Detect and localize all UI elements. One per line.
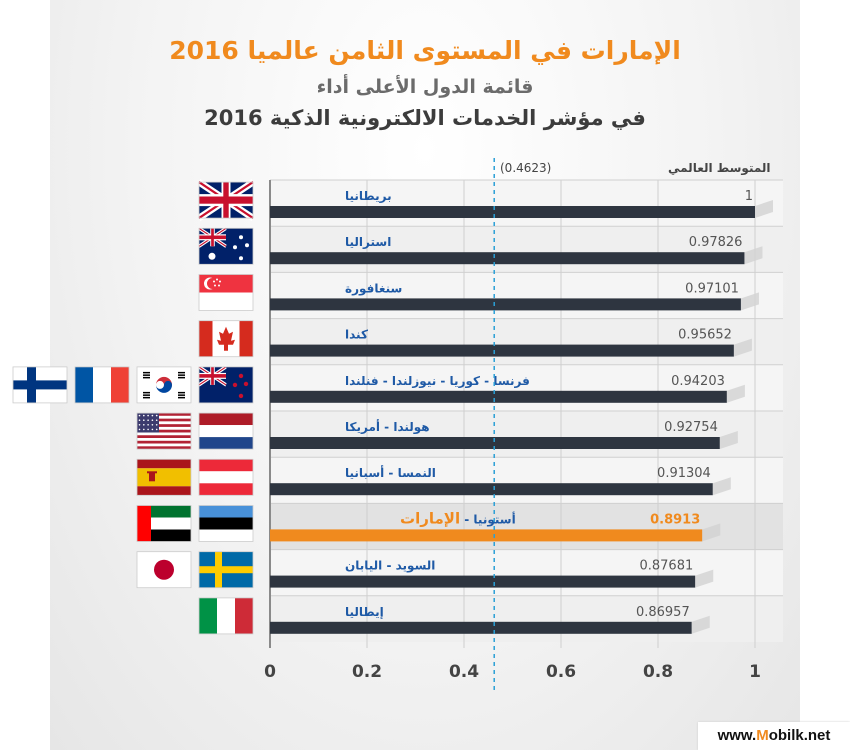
bar xyxy=(270,344,734,357)
x-tick-label: 0.8 xyxy=(643,662,673,682)
australia-flag-icon xyxy=(198,226,254,265)
category-label: استراليا xyxy=(345,235,391,249)
category-label: بريطانيا xyxy=(345,189,392,203)
south-korea-flag-icon xyxy=(136,366,192,404)
bar xyxy=(270,529,703,542)
row-band xyxy=(270,318,783,365)
estonia-flag-icon xyxy=(198,505,254,542)
canada-flag-icon xyxy=(198,320,254,358)
spain-flag-icon xyxy=(136,458,192,496)
bar xyxy=(270,575,696,588)
main-title: الإمارات في المستوى الثامن عالميا 2016 xyxy=(169,36,681,65)
row-band xyxy=(270,226,783,273)
japan-flag-icon xyxy=(136,551,192,589)
row-band xyxy=(270,503,783,550)
bar-value-label: 0.94203 xyxy=(671,374,725,389)
bar xyxy=(270,390,727,403)
usa-flag-icon xyxy=(136,412,192,450)
uae-flag-icon xyxy=(136,505,192,542)
bar xyxy=(270,298,741,311)
bar-shadow xyxy=(691,615,710,634)
x-tick-label: 0.4 xyxy=(449,662,479,682)
row-band xyxy=(270,180,783,227)
bar xyxy=(270,621,692,634)
bar xyxy=(270,252,745,265)
x-tick-label: 1 xyxy=(749,662,761,682)
subtitle-bottom: في مؤشر الخدمات الالكترونية الذكية 2016 xyxy=(204,106,646,130)
row-band xyxy=(270,364,783,411)
bar-value-label: 0.8913 xyxy=(650,512,700,527)
bar-shadow xyxy=(712,477,731,496)
x-tick-label: 0.6 xyxy=(546,662,576,682)
watermark: www.Mobilk.net xyxy=(698,722,850,750)
category-label: فرنسا - كوريا - نيوزلندا - فنلندا xyxy=(345,374,530,389)
subtitle-top: قائمة الدول الأعلى أداء xyxy=(316,76,534,98)
bar-value-label: 0.86957 xyxy=(636,605,690,620)
bar xyxy=(270,206,755,218)
x-tick-label: 0 xyxy=(264,662,276,682)
row-band xyxy=(270,272,783,319)
italy-flag-icon xyxy=(198,597,254,635)
bar xyxy=(270,483,713,496)
category-label: هولندا - أمريكا xyxy=(345,419,430,435)
bar-shadow xyxy=(702,523,721,542)
row-band xyxy=(270,411,783,458)
bar-value-label: 0.91304 xyxy=(657,466,711,481)
bar-value-label: 1 xyxy=(745,189,753,204)
new-zealand-flag-icon xyxy=(198,365,254,404)
category-label: سنغافورة xyxy=(345,281,402,296)
bar-shadow xyxy=(695,569,714,588)
average-value-label: (0.4623) xyxy=(500,161,551,175)
category-label: السويد - اليابان xyxy=(345,559,435,574)
singapore-flag-icon xyxy=(198,274,254,311)
category-label: أستونيا - الإمارات xyxy=(400,509,516,527)
bar-shadow xyxy=(733,338,752,357)
bar-shadow xyxy=(740,292,759,311)
uk-flag-icon xyxy=(197,178,255,222)
bar-shadow xyxy=(744,246,763,265)
row-band xyxy=(270,457,783,504)
average-label: المتوسط العالمي xyxy=(668,161,771,176)
netherlands-flag-icon xyxy=(198,412,254,450)
category-label: النمسا - أسبانيا xyxy=(345,465,436,480)
bar xyxy=(270,437,720,449)
austria-flag-icon xyxy=(198,458,254,496)
x-tick-label: 0.2 xyxy=(352,662,382,682)
bar-shadow xyxy=(719,431,738,449)
france-flag-icon xyxy=(74,366,130,404)
bar-value-label: 0.97826 xyxy=(689,235,743,250)
category-label: إيطاليا xyxy=(345,605,384,619)
bar-shadow xyxy=(755,200,773,218)
bar-value-label: 0.95652 xyxy=(678,328,732,343)
bar-value-label: 0.92754 xyxy=(664,420,718,435)
sweden-flag-icon xyxy=(198,551,254,589)
row-band xyxy=(270,595,783,642)
category-label: كندا xyxy=(345,328,368,342)
finland-flag-icon xyxy=(12,366,68,404)
row-band xyxy=(270,549,783,596)
bar-shadow xyxy=(726,384,745,403)
bar-value-label: 0.87681 xyxy=(639,559,693,574)
bar-value-label: 0.97101 xyxy=(685,281,739,296)
